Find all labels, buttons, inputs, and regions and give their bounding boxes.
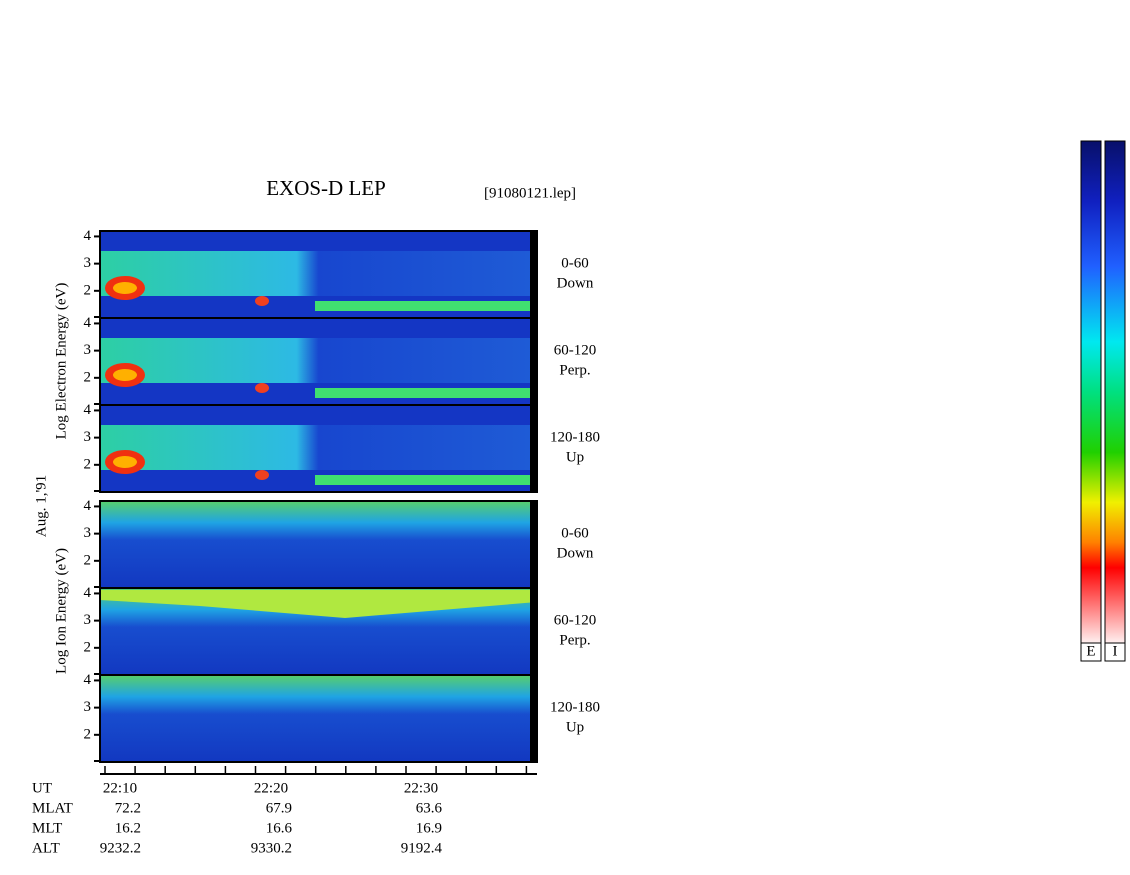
color-bar-box [1104,642,1126,662]
spectrogram-band [100,425,537,470]
row-value: 22:30 [404,780,438,796]
spectrogram-hot [113,369,137,381]
color-bar [1080,140,1102,644]
y-tick-label: 2 [84,369,92,385]
y-tick-label: 4 [84,402,92,418]
y-tick-label: 4 [84,585,92,601]
y-tick-label: 3 [84,255,92,271]
spectrogram-edge [530,501,537,588]
color-bar-label: E [1086,643,1095,659]
color-bar-label: I [1113,643,1118,659]
y-tick-label: 2 [84,552,92,568]
angle-label: 120-180 [550,699,600,715]
angle-label: 0-60 [561,525,589,541]
panel-frame [99,404,538,493]
row-value: 22:20 [254,780,288,796]
row-value: 22:10 [103,780,137,796]
row-value: 72.2 [115,800,141,816]
group-label: Log Ion Energy (eV) [53,548,69,674]
angle-label: 120-180 [550,429,600,445]
row-name: ALT [32,840,60,856]
title: EXOS-D LEP [266,176,386,200]
spectrogram-band [315,301,532,311]
row-name: UT [32,780,52,796]
spectrogram-band [100,675,537,762]
group-label: Log Electron Energy (eV) [53,283,69,440]
y-tick-label: 4 [84,315,92,331]
y-tick-label: 3 [84,429,92,445]
y-tick-label: 3 [84,525,92,541]
y-tick-label: 3 [84,342,92,358]
row-value: 9330.2 [251,840,292,856]
spectrogram-edge [530,588,537,675]
spectrogram-hot [255,296,269,306]
y-tick-label: 4 [84,672,92,688]
date-label: Aug. 1,'91 [33,475,49,537]
row-value: 16.9 [416,820,442,836]
spectrogram-band [100,501,537,588]
y-tick-label: 2 [84,639,92,655]
y-tick-label: 4 [84,228,92,244]
angle-label: 0-60 [561,255,589,271]
spectrogram-edge [530,231,537,318]
color-bar [1104,140,1126,644]
row-value: 67.9 [266,800,292,816]
color-bar-box [1080,642,1102,662]
direction-label: Down [557,545,594,561]
spectrogram-hot [113,282,137,294]
spectrogram-hot [113,456,137,468]
spectrogram-hot [255,470,269,480]
y-tick-label: 2 [84,456,92,472]
row-name: MLAT [32,800,73,816]
spectrogram-edge [530,675,537,762]
direction-label: Perp. [559,632,590,648]
spectrogram-band [100,590,537,618]
spectrogram-hot [255,383,269,393]
y-tick-label: 3 [84,699,92,715]
row-value: 9232.2 [100,840,141,856]
direction-label: Up [566,449,584,465]
spectrogram-band [100,338,537,383]
panel-frame [99,674,538,763]
direction-label: Up [566,719,584,735]
spectrogram-band [100,251,537,296]
row-value: 16.2 [115,820,141,836]
spectrogram-band [315,388,532,398]
direction-label: Down [557,275,594,291]
y-tick-label: 3 [84,612,92,628]
y-tick-label: 2 [84,282,92,298]
row-value: 16.6 [266,820,293,836]
angle-label: 60-120 [554,342,597,358]
spectrogram-band [315,475,532,485]
angle-label: 60-120 [554,612,597,628]
spectrogram-edge [530,318,537,405]
row-value: 63.6 [416,800,443,816]
y-tick-label: 2 [84,726,92,742]
row-value: 9192.4 [401,840,443,856]
file-name: [91080121.lep] [484,185,576,201]
y-tick-label: 4 [84,498,92,514]
row-name: MLT [32,820,62,836]
spectrogram-edge [530,405,537,492]
direction-label: Perp. [559,362,590,378]
